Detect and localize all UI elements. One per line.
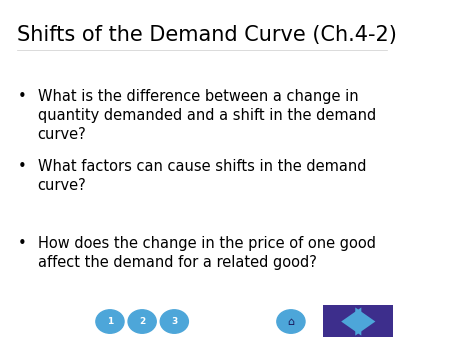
Circle shape bbox=[96, 310, 124, 333]
Text: What is the difference between a change in
quantity demanded and a shift in the : What is the difference between a change … bbox=[38, 89, 376, 142]
FancyBboxPatch shape bbox=[323, 305, 393, 338]
Circle shape bbox=[160, 310, 189, 333]
Text: 1: 1 bbox=[107, 317, 113, 326]
Text: ⌂: ⌂ bbox=[288, 316, 294, 327]
Text: •: • bbox=[18, 236, 26, 251]
Text: Shifts of the Demand Curve (Ch.4-2): Shifts of the Demand Curve (Ch.4-2) bbox=[18, 25, 397, 45]
Text: •: • bbox=[18, 89, 26, 103]
Text: What factors can cause shifts in the demand
curve?: What factors can cause shifts in the dem… bbox=[38, 159, 366, 193]
Text: How does the change in the price of one good
affect the demand for a related goo: How does the change in the price of one … bbox=[38, 236, 376, 270]
Text: •: • bbox=[18, 159, 26, 174]
Polygon shape bbox=[356, 308, 375, 336]
Text: 2: 2 bbox=[139, 317, 145, 326]
Polygon shape bbox=[341, 308, 361, 336]
Circle shape bbox=[128, 310, 156, 333]
Text: 3: 3 bbox=[171, 317, 177, 326]
Circle shape bbox=[277, 310, 305, 333]
